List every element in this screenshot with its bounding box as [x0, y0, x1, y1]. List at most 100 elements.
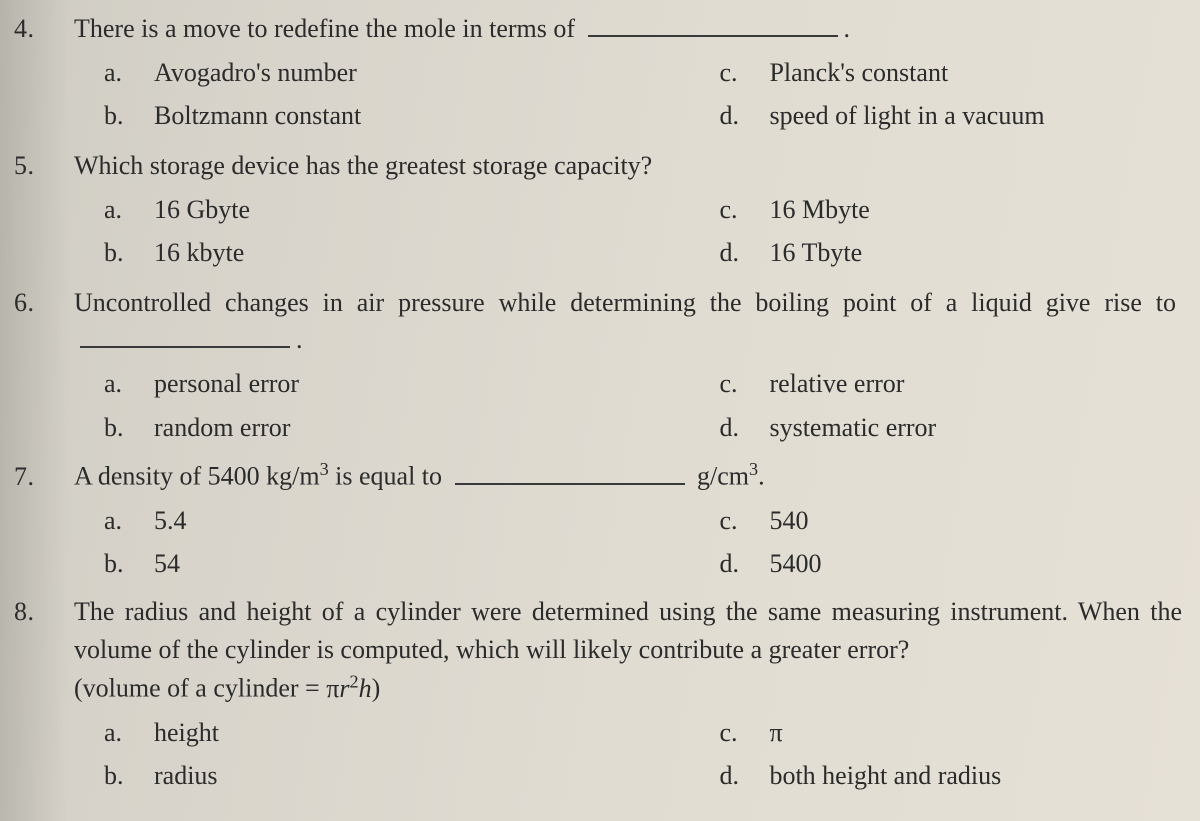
- question-8-stem: The radius and height of a cylinder were…: [74, 593, 1186, 708]
- question-7-stem-end: .: [758, 462, 765, 491]
- option-letter: b.: [104, 232, 154, 274]
- option-text: height: [154, 712, 219, 754]
- question-5-option-c: c. 16 Mbyte: [719, 189, 1186, 231]
- question-8-formula-prefix: (volume of a cylinder =: [74, 674, 326, 703]
- question-5-number: 5.: [14, 151, 74, 181]
- question-6-option-b: b. random error: [104, 407, 719, 449]
- option-letter: b.: [104, 407, 154, 449]
- question-6: 6. Uncontrolled changes in air pressure …: [14, 284, 1186, 359]
- option-text: 540: [769, 500, 808, 542]
- option-text: Planck's constant: [769, 52, 948, 94]
- question-6-stem: Uncontrolled changes in air pressure whi…: [74, 284, 1186, 359]
- option-text: 16 Mbyte: [769, 189, 869, 231]
- question-6-options-row-1: a. personal error c. relative error: [104, 363, 1186, 405]
- question-4-options-row-2: b. Boltzmann constant d. speed of light …: [104, 95, 1186, 137]
- question-7-option-d: d. 5400: [719, 543, 1186, 585]
- question-5-option-b: b. 16 kbyte: [104, 232, 719, 274]
- option-text: 5400: [769, 543, 821, 585]
- option-text: 54: [154, 543, 180, 585]
- option-letter: a.: [104, 189, 154, 231]
- option-letter: a.: [104, 500, 154, 542]
- exponent-3: 3: [320, 459, 329, 479]
- question-5-option-a: a. 16 Gbyte: [104, 189, 719, 231]
- question-5-options-row-2: b. 16 kbyte d. 16 Tbyte: [104, 232, 1186, 274]
- question-6-option-d: d. systematic error: [719, 407, 1186, 449]
- option-text: 16 kbyte: [154, 232, 244, 274]
- option-letter: d.: [719, 95, 769, 137]
- option-text: 16 Tbyte: [769, 232, 862, 274]
- question-7-stem-after: g/cm: [691, 462, 750, 491]
- question-6-option-c: c. relative error: [719, 363, 1186, 405]
- option-text: Avogadro's number: [154, 52, 357, 94]
- question-4-stem-before: There is a move to redefine the mole in …: [74, 14, 582, 43]
- question-7-options-row-1: a. 5.4 c. 540: [104, 500, 1186, 542]
- question-8-options-row-2: b. radius d. both height and radius: [104, 755, 1186, 797]
- question-4-option-c: c. Planck's constant: [719, 52, 1186, 94]
- option-letter: d.: [719, 543, 769, 585]
- question-6-blank: [80, 327, 290, 349]
- question-5: 5. Which storage device has the greatest…: [14, 147, 1186, 185]
- question-8: 8. The radius and height of a cylinder w…: [14, 593, 1186, 708]
- question-4-option-d: d. speed of light in a vacuum: [719, 95, 1186, 137]
- question-6-stem-after: .: [296, 325, 303, 354]
- question-7-option-c: c. 540: [719, 500, 1186, 542]
- option-letter: c.: [719, 712, 769, 754]
- question-8-option-a: a. height: [104, 712, 719, 754]
- question-4-option-b: b. Boltzmann constant: [104, 95, 719, 137]
- question-7-option-b: b. 54: [104, 543, 719, 585]
- question-7-stem-before: A density of 5400 kg/m: [74, 462, 320, 491]
- option-letter: c.: [719, 189, 769, 231]
- question-7-options-row-2: b. 54 d. 5400: [104, 543, 1186, 585]
- option-text: radius: [154, 755, 218, 797]
- question-4-stem: There is a move to redefine the mole in …: [74, 10, 1186, 48]
- option-letter: d.: [719, 407, 769, 449]
- option-letter: a.: [104, 363, 154, 405]
- question-8-stem-text: The radius and height of a cylinder were…: [74, 597, 1182, 664]
- question-4-blank: [588, 16, 838, 38]
- option-letter: a.: [104, 52, 154, 94]
- question-8-number: 8.: [14, 597, 74, 627]
- option-letter: c.: [719, 363, 769, 405]
- option-letter: a.: [104, 712, 154, 754]
- option-text: both height and radius: [769, 755, 1001, 797]
- question-6-option-a: a. personal error: [104, 363, 719, 405]
- option-text: 5.4: [154, 500, 187, 542]
- question-4-number: 4.: [14, 14, 74, 44]
- question-8-option-b: b. radius: [104, 755, 719, 797]
- option-letter: c.: [719, 500, 769, 542]
- question-4: 4. There is a move to redefine the mole …: [14, 10, 1186, 48]
- question-4-stem-after: .: [844, 14, 851, 43]
- question-7-option-a: a. 5.4: [104, 500, 719, 542]
- option-letter: b.: [104, 95, 154, 137]
- question-5-options-row-1: a. 16 Gbyte c. 16 Mbyte: [104, 189, 1186, 231]
- question-7-number: 7.: [14, 462, 74, 492]
- option-text: 16 Gbyte: [154, 189, 250, 231]
- question-6-options-row-2: b. random error d. systematic error: [104, 407, 1186, 449]
- option-text: random error: [154, 407, 290, 449]
- question-7-blank: [455, 463, 685, 485]
- option-text: Boltzmann constant: [154, 95, 361, 137]
- option-text: relative error: [769, 363, 904, 405]
- question-4-option-a: a. Avogadro's number: [104, 52, 719, 94]
- question-7-stem: A density of 5400 kg/m3 is equal to g/cm…: [74, 456, 1186, 495]
- option-text: personal error: [154, 363, 299, 405]
- question-7-stem-mid: is equal to: [329, 462, 449, 491]
- exponent-3: 3: [749, 459, 758, 479]
- question-8-option-d: d. both height and radius: [719, 755, 1186, 797]
- option-text: π: [769, 712, 782, 754]
- question-4-options-row-1: a. Avogadro's number c. Planck's constan…: [104, 52, 1186, 94]
- option-text: systematic error: [769, 407, 936, 449]
- worksheet-page: 4. There is a move to redefine the mole …: [0, 0, 1200, 821]
- option-letter: b.: [104, 543, 154, 585]
- option-letter: d.: [719, 755, 769, 797]
- option-text: speed of light in a vacuum: [769, 95, 1044, 137]
- cylinder-volume-formula: πr2h: [326, 674, 371, 703]
- question-5-stem: Which storage device has the greatest st…: [74, 147, 1186, 185]
- question-6-stem-before: Uncontrolled changes in air pressure whi…: [74, 288, 1176, 317]
- question-7: 7. A density of 5400 kg/m3 is equal to g…: [14, 456, 1186, 495]
- question-8-options-row-1: a. height c. π: [104, 712, 1186, 754]
- option-letter: d.: [719, 232, 769, 274]
- question-8-option-c: c. π: [719, 712, 1186, 754]
- question-8-formula-suffix: ): [372, 674, 381, 703]
- question-6-number: 6.: [14, 288, 74, 318]
